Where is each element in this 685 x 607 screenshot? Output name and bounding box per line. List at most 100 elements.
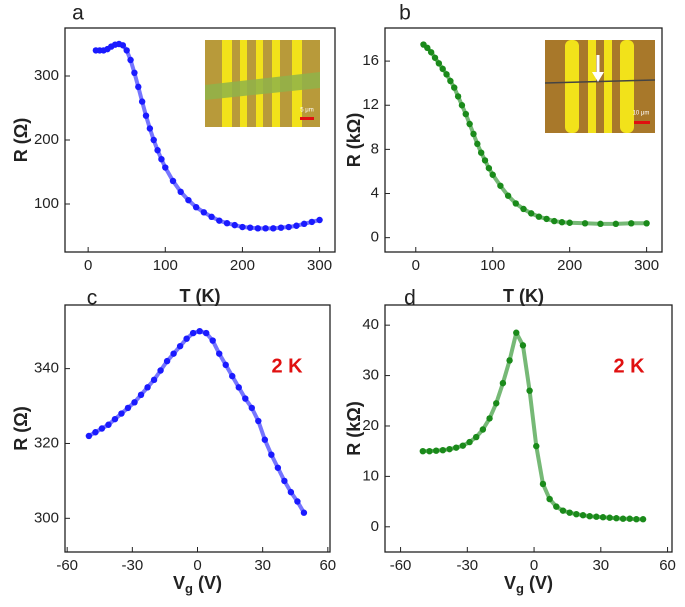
data-point <box>158 156 165 163</box>
x-axis-label-part: g <box>516 581 524 596</box>
data-point <box>189 329 197 337</box>
scale-bar <box>300 117 314 120</box>
data-point <box>553 503 560 510</box>
data-point <box>98 425 106 432</box>
data-point <box>157 367 164 374</box>
plot-frame <box>384 304 673 553</box>
data-point <box>308 218 316 226</box>
y-tick-label: 0 <box>371 229 379 246</box>
data-point <box>619 515 627 522</box>
data-point <box>639 516 647 523</box>
y-tick-label: 300 <box>34 509 59 526</box>
data-point <box>435 60 443 67</box>
scale-label: 5 μm <box>300 108 313 114</box>
data-point <box>262 225 269 232</box>
data-point <box>192 204 200 211</box>
data-point <box>294 498 301 505</box>
data-point <box>581 220 589 227</box>
data-point <box>123 47 130 54</box>
data-point <box>479 426 487 433</box>
panel-label: b <box>399 2 411 25</box>
data-point <box>643 220 650 227</box>
x-tick-label: -60 <box>390 557 412 574</box>
data-point <box>424 44 431 52</box>
data-point <box>597 220 604 228</box>
y-tick-label: 30 <box>362 367 379 384</box>
data-point <box>481 157 489 164</box>
data-point <box>170 350 177 357</box>
data-point <box>185 196 192 204</box>
data-point <box>451 84 458 91</box>
data-point <box>200 209 208 216</box>
data-point <box>485 164 493 172</box>
data-point <box>579 512 587 519</box>
data-point <box>154 147 161 154</box>
y-tick-label: 340 <box>34 360 59 377</box>
data-point <box>209 337 216 344</box>
x-axis-label-part: V <box>504 573 516 593</box>
data-point <box>593 513 600 520</box>
data-point <box>470 130 477 138</box>
x-axis-label: Vg (V) <box>504 573 553 597</box>
panel: -60 -30 0 30 60 300 320 340 c R (Ω) Vg (V) 2 K <box>11 287 336 597</box>
data-point <box>242 395 249 402</box>
y-tick-label: 8 <box>371 140 379 157</box>
data-point <box>137 391 145 399</box>
y-tick-label: 12 <box>362 96 379 113</box>
x-axis-label-part: T (K) <box>503 286 544 306</box>
flake <box>544 79 656 84</box>
data-point <box>222 361 229 369</box>
data-point <box>527 210 535 217</box>
data-point <box>127 56 134 64</box>
data-point <box>633 516 640 523</box>
data-point <box>118 410 125 417</box>
data-point <box>316 216 323 224</box>
electrode <box>565 40 579 133</box>
data-point <box>473 433 480 441</box>
data-point <box>558 219 566 226</box>
data-line <box>422 43 647 226</box>
data-point <box>274 464 282 471</box>
data-point <box>239 223 246 231</box>
data-point <box>431 54 439 61</box>
flake <box>205 72 320 100</box>
data-point <box>452 444 460 451</box>
x-tick-label: 0 <box>412 257 420 274</box>
data-point <box>124 404 132 412</box>
data-point <box>432 447 440 454</box>
data-point <box>566 509 573 516</box>
data-point <box>439 446 447 454</box>
data-point <box>513 329 520 336</box>
data-point <box>176 342 184 350</box>
data-point <box>419 447 427 455</box>
data-point <box>268 451 275 458</box>
data-point <box>162 164 169 171</box>
y-tick-label: 320 <box>34 434 59 451</box>
data-point <box>427 49 435 56</box>
data-point <box>546 495 553 503</box>
data-point <box>135 83 142 91</box>
data-point <box>131 69 138 77</box>
data-point <box>454 93 462 100</box>
data-point <box>85 432 93 440</box>
panel: -60 -30 0 30 60 0 10 20 30 40 d R (kΩ) Vg (V) 2 K <box>344 287 676 597</box>
data-point <box>497 182 504 189</box>
data-point <box>489 171 496 178</box>
x-tick-label: -60 <box>56 557 78 574</box>
data-point <box>111 415 119 423</box>
x-tick-label: 200 <box>557 257 582 274</box>
y-axis-label: R (Ω) <box>11 406 31 450</box>
x-tick-label: 30 <box>592 557 609 574</box>
data-point <box>144 384 151 391</box>
data-line <box>422 330 644 522</box>
data-point <box>169 177 177 185</box>
x-tick-label: 0 <box>193 557 201 574</box>
x-tick-label: 300 <box>634 257 659 274</box>
y-axis-label: R (Ω) <box>11 118 31 162</box>
scale-bar <box>634 121 650 124</box>
electrode <box>620 40 634 133</box>
panel-label: c <box>87 287 98 310</box>
data-point <box>533 442 540 450</box>
data-point <box>208 213 215 220</box>
x-axis-label-part: V <box>173 573 185 593</box>
